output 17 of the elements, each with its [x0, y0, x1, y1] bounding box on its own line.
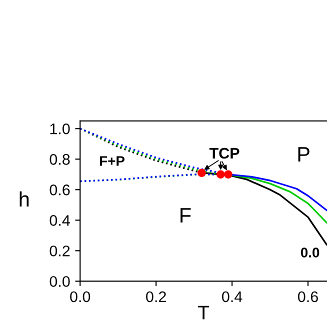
x-tick-label: 0.6: [298, 291, 318, 302]
x-tick-label: 0.2: [146, 291, 166, 302]
x-axis-title: T: [198, 306, 210, 320]
annotation: F+P: [100, 156, 124, 166]
annotation: TCP: [209, 148, 240, 159]
x-tick-label: 0.4: [222, 291, 242, 302]
y-tick-label: 0.0: [50, 276, 70, 287]
annotation: P: [298, 147, 310, 162]
annotation: F: [180, 208, 191, 223]
x-tick-label: 0.0: [70, 291, 90, 302]
annotation: 0.0: [300, 248, 320, 258]
y-tick-label: 0.2: [50, 246, 70, 256]
y-tick-label: 0.4: [50, 215, 70, 226]
y-tick-label: 0.6: [50, 184, 70, 196]
y-tick-label: 0.8: [50, 154, 70, 165]
y-axis-title: h: [20, 191, 29, 206]
y-tick-label: 1.0: [50, 123, 70, 134]
